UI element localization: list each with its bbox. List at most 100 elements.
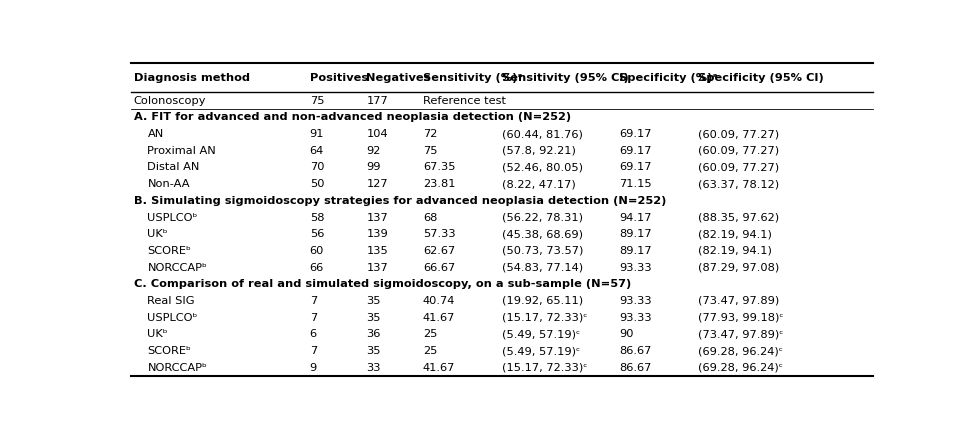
Text: A. FIT for advanced and non-advanced neoplasia detection (N=252): A. FIT for advanced and non-advanced neo…: [133, 112, 571, 123]
Text: 40.74: 40.74: [423, 296, 455, 306]
Text: SCOREᵇ: SCOREᵇ: [147, 246, 191, 256]
Text: (77.93, 99.18)ᶜ: (77.93, 99.18)ᶜ: [698, 313, 784, 322]
Text: UKᵇ: UKᵇ: [147, 229, 169, 239]
Text: 69.17: 69.17: [619, 129, 652, 139]
Text: 25: 25: [423, 329, 437, 339]
Text: 75: 75: [423, 146, 437, 156]
Text: 69.17: 69.17: [619, 163, 652, 172]
Text: 135: 135: [366, 246, 388, 256]
Text: 93.33: 93.33: [619, 296, 652, 306]
Text: Proximal AN: Proximal AN: [147, 146, 216, 156]
Text: 62.67: 62.67: [423, 246, 455, 256]
Text: 7: 7: [310, 346, 317, 356]
Text: (56.22, 78.31): (56.22, 78.31): [503, 212, 583, 222]
Text: 6: 6: [310, 329, 317, 339]
Text: 58: 58: [310, 212, 324, 222]
Text: 93.33: 93.33: [619, 313, 652, 322]
Text: (60.44, 81.76): (60.44, 81.76): [503, 129, 583, 139]
Text: 89.17: 89.17: [619, 229, 652, 239]
Text: (5.49, 57.19)ᶜ: (5.49, 57.19)ᶜ: [503, 346, 581, 356]
Text: UKᵇ: UKᵇ: [147, 329, 169, 339]
Text: 94.17: 94.17: [619, 212, 652, 222]
Text: 89.17: 89.17: [619, 246, 652, 256]
Text: 7: 7: [310, 313, 317, 322]
Text: Sensitivity (%)ᵃ: Sensitivity (%)ᵃ: [423, 73, 523, 83]
Text: 75: 75: [310, 95, 324, 106]
Text: 177: 177: [366, 95, 388, 106]
Text: (60.09, 77.27): (60.09, 77.27): [698, 146, 779, 156]
Text: (63.37, 78.12): (63.37, 78.12): [698, 179, 779, 189]
Text: 92: 92: [366, 146, 381, 156]
Text: 60: 60: [310, 246, 324, 256]
Text: USPLCOᵇ: USPLCOᵇ: [147, 313, 198, 322]
Text: (15.17, 72.33)ᶜ: (15.17, 72.33)ᶜ: [503, 363, 587, 373]
Text: (73.47, 97.89): (73.47, 97.89): [698, 296, 780, 306]
Text: 70: 70: [310, 163, 324, 172]
Text: 93.33: 93.33: [619, 263, 652, 273]
Text: Diagnosis method: Diagnosis method: [133, 73, 249, 83]
Text: (69.28, 96.24)ᶜ: (69.28, 96.24)ᶜ: [698, 346, 783, 356]
Text: USPLCOᵇ: USPLCOᵇ: [147, 212, 198, 222]
Text: 33: 33: [366, 363, 381, 373]
Text: (88.35, 97.62): (88.35, 97.62): [698, 212, 779, 222]
Text: 86.67: 86.67: [619, 346, 652, 356]
Text: (15.17, 72.33)ᶜ: (15.17, 72.33)ᶜ: [503, 313, 587, 322]
Text: (45.38, 68.69): (45.38, 68.69): [503, 229, 583, 239]
Text: (69.28, 96.24)ᶜ: (69.28, 96.24)ᶜ: [698, 363, 783, 373]
Text: AN: AN: [147, 129, 164, 139]
Text: 137: 137: [366, 263, 388, 273]
Text: Non-AA: Non-AA: [147, 179, 190, 189]
Text: B. Simulating sigmoidoscopy strategies for advanced neoplasia detection (N=252): B. Simulating sigmoidoscopy strategies f…: [133, 196, 666, 206]
Text: (82.19, 94.1): (82.19, 94.1): [698, 246, 772, 256]
Text: (50.73, 73.57): (50.73, 73.57): [503, 246, 583, 256]
Text: 36: 36: [366, 329, 381, 339]
Text: Colonoscopy: Colonoscopy: [133, 95, 206, 106]
Text: 91: 91: [310, 129, 324, 139]
Text: (54.83, 77.14): (54.83, 77.14): [503, 263, 583, 273]
Text: NORCCAPᵇ: NORCCAPᵇ: [147, 263, 207, 273]
Text: 23.81: 23.81: [423, 179, 456, 189]
Text: 7: 7: [310, 296, 317, 306]
Text: 66.67: 66.67: [423, 263, 455, 273]
Text: 66: 66: [310, 263, 324, 273]
Text: (87.29, 97.08): (87.29, 97.08): [698, 263, 780, 273]
Text: C. Comparison of real and simulated sigmoidoscopy, on a sub-sample (N=57): C. Comparison of real and simulated sigm…: [133, 279, 631, 289]
Text: 99: 99: [366, 163, 381, 172]
Text: Real SIG: Real SIG: [147, 296, 195, 306]
Text: 64: 64: [310, 146, 324, 156]
Text: 86.67: 86.67: [619, 363, 652, 373]
Text: 56: 56: [310, 229, 324, 239]
Text: SCOREᵇ: SCOREᵇ: [147, 346, 191, 356]
Text: Distal AN: Distal AN: [147, 163, 200, 172]
Text: 104: 104: [366, 129, 388, 139]
Text: 41.67: 41.67: [423, 363, 455, 373]
Text: 90: 90: [619, 329, 634, 339]
Text: 50: 50: [310, 179, 324, 189]
Text: 67.35: 67.35: [423, 163, 456, 172]
Text: 9: 9: [310, 363, 317, 373]
Text: 127: 127: [366, 179, 388, 189]
Text: (57.8, 92.21): (57.8, 92.21): [503, 146, 576, 156]
Text: Positives: Positives: [310, 73, 368, 83]
Text: Reference test: Reference test: [423, 95, 506, 106]
Text: (8.22, 47.17): (8.22, 47.17): [503, 179, 576, 189]
Text: (73.47, 97.89)ᶜ: (73.47, 97.89)ᶜ: [698, 329, 784, 339]
Text: Specificity (95% CI): Specificity (95% CI): [698, 73, 824, 83]
Text: (52.46, 80.05): (52.46, 80.05): [503, 163, 583, 172]
Text: 35: 35: [366, 296, 381, 306]
Text: 68: 68: [423, 212, 437, 222]
Text: (60.09, 77.27): (60.09, 77.27): [698, 129, 779, 139]
Text: 71.15: 71.15: [619, 179, 652, 189]
Text: (82.19, 94.1): (82.19, 94.1): [698, 229, 772, 239]
Text: Negatives: Negatives: [366, 73, 431, 83]
Text: Specificity (%)ᵃ: Specificity (%)ᵃ: [619, 73, 718, 83]
Text: 72: 72: [423, 129, 437, 139]
Text: 137: 137: [366, 212, 388, 222]
Text: 139: 139: [366, 229, 388, 239]
Text: 35: 35: [366, 346, 381, 356]
Text: (60.09, 77.27): (60.09, 77.27): [698, 163, 779, 172]
Text: Sensitivity (95% CI): Sensitivity (95% CI): [503, 73, 629, 83]
Text: 35: 35: [366, 313, 381, 322]
Text: (19.92, 65.11): (19.92, 65.11): [503, 296, 583, 306]
Text: 25: 25: [423, 346, 437, 356]
